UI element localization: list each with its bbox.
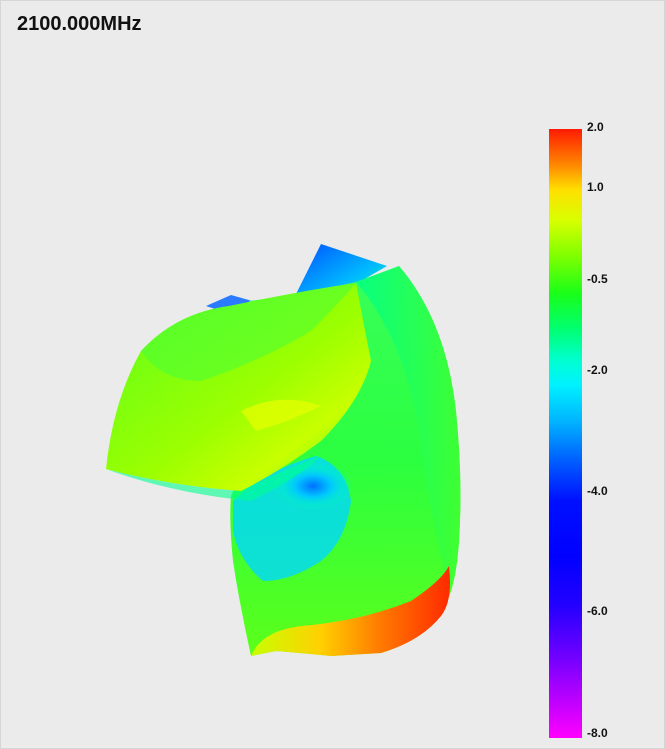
pattern-bottom-peak — [251, 566, 450, 656]
pattern-left-lobe-highlight — [241, 399, 321, 431]
pattern-left-lobe-edge — [106, 456, 321, 501]
radiation-pattern-3d[interactable] — [1, 1, 541, 749]
scale-tick-label: -6.0 — [587, 604, 608, 618]
pattern-left-lobe-sheen — [141, 283, 356, 381]
pattern-right-face — [356, 266, 461, 591]
pattern-top-lobe — [296, 244, 387, 301]
scale-tick-label: -4.0 — [587, 484, 608, 498]
scale-tick-label: 1.0 — [587, 180, 604, 194]
scale-tick-label: -2.0 — [587, 363, 608, 377]
scale-tick-label: -8.0 — [587, 726, 608, 740]
color-scale-bar — [549, 129, 582, 738]
pattern-null-core — [273, 462, 353, 510]
scale-tick-label: -0.5 — [587, 272, 608, 286]
scale-tick-label: 2.0 — [587, 120, 604, 134]
frequency-title: 2100.000MHz — [17, 13, 142, 35]
